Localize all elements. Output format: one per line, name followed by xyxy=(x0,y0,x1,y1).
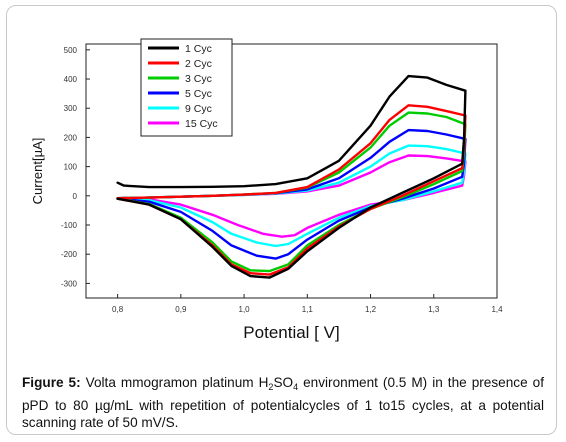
caption-text-1: Volta mmogramon platinum H xyxy=(85,375,269,390)
y-tick-label: 200 xyxy=(64,133,78,142)
x-tick-label: 1,2 xyxy=(365,305,377,314)
figure-caption: Figure 5: Volta mmogramon platinum H2SO4… xyxy=(22,374,544,432)
y-tick-label: -100 xyxy=(61,221,78,230)
cyclic-voltammogram-chart: -300 -200 -100 0 100 200 300 400 500 0,8 0,9 1,0 1,1… xyxy=(30,38,503,342)
legend-box xyxy=(140,38,233,137)
y-tick-label: 0 xyxy=(73,192,78,201)
caption-text-2: environment (0.5 M) in the presence of p… xyxy=(22,375,544,430)
y-tick-label: 400 xyxy=(64,75,78,84)
y-tick-label: 500 xyxy=(64,46,78,55)
legend-label: 9 Cyc xyxy=(185,103,212,115)
x-tick-label: 0,8 xyxy=(112,305,124,314)
caption-text-so: SO xyxy=(273,375,294,390)
series-line-5-cyc xyxy=(116,128,467,260)
y-tick-label: -300 xyxy=(61,279,78,288)
y-tick-label: 100 xyxy=(64,163,78,172)
legend-label: 5 Cyc xyxy=(185,88,212,100)
y-axis-label: Current[µA] xyxy=(30,138,45,205)
caption-sub-2: 2 xyxy=(268,382,274,392)
x-tick-label: 1,0 xyxy=(239,305,251,314)
legend-label: 1 Cyc xyxy=(185,43,212,55)
x-tick-label: 1,1 xyxy=(302,305,314,314)
caption-sub-4: 4 xyxy=(293,382,299,392)
y-tick-label: -200 xyxy=(61,250,78,259)
x-tick-label: 0,9 xyxy=(175,305,187,314)
legend-label: 3 Cyc xyxy=(185,73,212,85)
x-tick-label: 1,3 xyxy=(428,305,440,314)
legend-label: 15 Cyc xyxy=(185,118,218,130)
y-tick-label: 300 xyxy=(64,104,78,113)
series-line-1-cyc xyxy=(116,74,467,279)
figure-frame xyxy=(6,5,557,435)
legend-label: 2 Cyc xyxy=(185,58,212,70)
plot-area-border xyxy=(85,43,498,299)
x-tick-label: 1,4 xyxy=(491,305,503,314)
x-axis-label: Potential [ V] xyxy=(243,323,339,342)
caption-label: Figure 5: xyxy=(22,375,81,390)
